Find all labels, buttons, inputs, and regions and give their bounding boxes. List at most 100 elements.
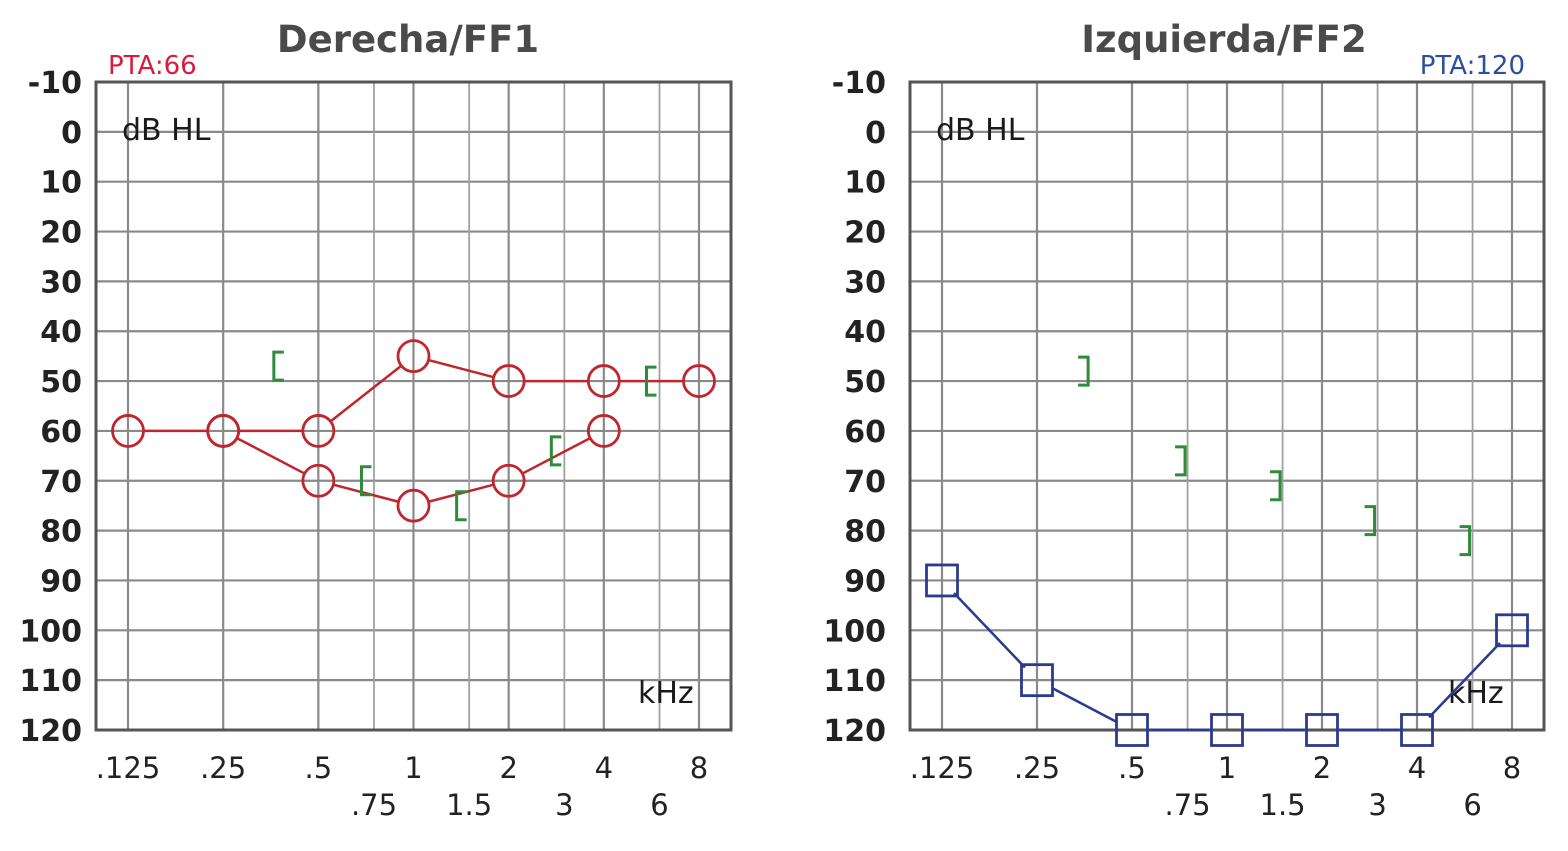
data-point-bracket xyxy=(1364,505,1377,537)
y-tick-label: 80 xyxy=(844,515,886,550)
y-tick-label: 110 xyxy=(823,664,886,699)
chart-title: Izquierda/FF2 xyxy=(1081,18,1366,61)
y-axis-unit-label: dB HL xyxy=(936,113,1025,148)
data-point-circle xyxy=(301,414,336,448)
y-axis-unit-label: dB HL xyxy=(122,113,211,148)
data-point-square xyxy=(1495,613,1529,648)
y-tick-label: 120 xyxy=(19,714,82,749)
y-tick-label: 20 xyxy=(844,216,886,251)
series-line-segment xyxy=(333,483,399,503)
y-tick-label: 20 xyxy=(40,216,82,251)
x-tick-label-minor: 6 xyxy=(650,788,668,822)
x-tick-label: 1 xyxy=(1218,751,1236,785)
x-tick-label-minor: .75 xyxy=(351,788,397,822)
grid xyxy=(910,80,1544,732)
series-line-segment xyxy=(428,483,494,503)
pta-label: PTA:66 xyxy=(108,51,197,81)
grid xyxy=(96,80,731,732)
series-line-segment xyxy=(521,437,591,475)
plot-frame xyxy=(94,80,733,732)
y-tick-label: 40 xyxy=(844,315,886,350)
y-tick-label: 100 xyxy=(823,614,886,649)
x-tick-label: 2 xyxy=(1313,751,1331,785)
y-tick-label: 30 xyxy=(844,265,886,300)
y-tick-label: 50 xyxy=(40,365,82,400)
x-tick-label: .5 xyxy=(304,751,332,785)
x-tick-label: .125 xyxy=(96,751,161,785)
series-line-segment xyxy=(236,437,306,475)
series-circle xyxy=(206,414,621,523)
x-axis-unit-label: kHz xyxy=(638,676,694,711)
data-point-bracket xyxy=(644,365,657,397)
data-point-square xyxy=(1400,713,1434,747)
series-line-segment xyxy=(953,592,1026,669)
data-point-square xyxy=(925,563,959,598)
audiogram-panel-left-ear: Izquierda/FF2 PTA:120 -10 0 10 20 30 40 50 60 70 80… xyxy=(823,18,1546,822)
data-point-bracket xyxy=(272,350,284,382)
x-tick-label-minor: 3 xyxy=(1368,788,1386,822)
y-tick-label: 80 xyxy=(40,515,82,550)
plot-frame xyxy=(908,80,1546,732)
x-tick-label: .25 xyxy=(1014,751,1060,785)
x-axis-unit-label: kHz xyxy=(1448,676,1504,711)
y-tick-label: 60 xyxy=(844,415,886,450)
y-tick-label: 70 xyxy=(40,465,82,500)
y-tick-label: 70 xyxy=(844,465,886,500)
data-point-square xyxy=(1020,663,1054,698)
series-line-segment xyxy=(329,364,403,423)
x-tick-label-minor: 3 xyxy=(555,788,573,822)
data-point-circle xyxy=(206,414,241,448)
data-point-square xyxy=(1115,713,1149,747)
data-point-circle xyxy=(301,463,336,498)
chart-title: Derecha/FF1 xyxy=(277,18,539,61)
x-tick-label: 8 xyxy=(690,751,708,785)
x-tick-label: .125 xyxy=(910,751,975,785)
x-tick-label: 8 xyxy=(1503,751,1521,785)
x-tick-label: .25 xyxy=(200,751,246,785)
data-point-circle xyxy=(396,339,431,374)
data-point-circle xyxy=(111,414,145,448)
y-tick-label: 90 xyxy=(40,564,82,599)
y-tick-label: 90 xyxy=(844,564,886,599)
data-point-circle xyxy=(682,364,716,398)
y-tick-label: 110 xyxy=(19,664,82,699)
x-tick-label-minor: 1.5 xyxy=(1260,788,1306,822)
series-line-segment xyxy=(428,358,494,379)
y-tick-label: 10 xyxy=(844,166,886,201)
series-square xyxy=(925,563,1529,747)
data-point-bracket xyxy=(359,465,372,497)
data-point-circle xyxy=(586,364,621,398)
x-tick-label-minor: .75 xyxy=(1165,788,1211,822)
data-point-bracket xyxy=(549,435,562,467)
data-point-bracket xyxy=(1078,355,1090,387)
y-tick-label: -10 xyxy=(832,66,886,101)
series-circle xyxy=(111,339,716,448)
data-point-bracket xyxy=(1270,470,1282,502)
y-tick-label: 100 xyxy=(19,614,82,649)
y-tick-label: 60 xyxy=(40,415,82,450)
audiogram-panel-right-ear: Derecha/FF1 PTA:66 -10 0 10 20 30 40 50 60 70 80 90 1… xyxy=(19,18,733,822)
series-line-segment xyxy=(1051,687,1118,723)
y-tick-label: 50 xyxy=(844,365,886,400)
y-tick-label: 30 xyxy=(40,265,82,300)
x-tick-label: 4 xyxy=(1408,751,1426,785)
x-tick-label: .5 xyxy=(1118,751,1146,785)
x-tick-label: 1 xyxy=(404,751,422,785)
x-tick-label-minor: 6 xyxy=(1463,788,1481,822)
x-tick-label-minor: 1.5 xyxy=(446,788,492,822)
y-tick-label: 0 xyxy=(61,116,82,151)
data-point-circle xyxy=(396,488,431,523)
x-tick-label: 4 xyxy=(595,751,613,785)
y-tick-label: -10 xyxy=(28,66,82,101)
data-point-bracket xyxy=(1175,445,1187,477)
data-point-bracket xyxy=(455,490,467,522)
y-tick-label: 120 xyxy=(823,714,886,749)
data-point-circle xyxy=(491,463,526,498)
x-tick-label: 2 xyxy=(499,751,517,785)
data-point-bracket xyxy=(1459,525,1472,557)
series-bracket-right xyxy=(1078,355,1472,557)
data-point-square xyxy=(1305,713,1339,747)
series-line-segment xyxy=(1428,642,1501,719)
